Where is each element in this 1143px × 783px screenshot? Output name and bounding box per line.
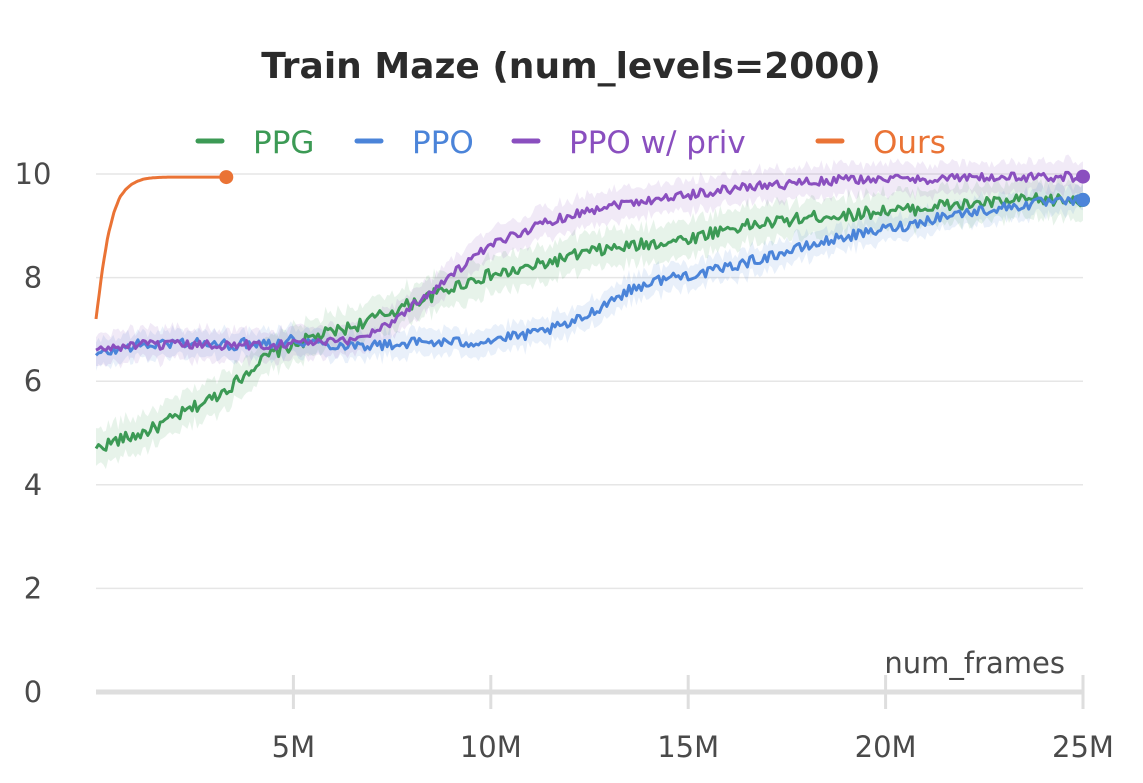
legend-item-ppo-w-priv[interactable]: PPO w/ priv: [511, 125, 746, 161]
end-marker-ppo: [1076, 192, 1090, 207]
y-tick-label-6: 6: [24, 364, 42, 398]
legend-item-ppo[interactable]: PPO: [354, 125, 474, 161]
grid: [96, 173, 1083, 590]
legend-item-ours[interactable]: Ours: [815, 125, 946, 161]
y-tick-label-2: 2: [24, 571, 42, 605]
legend-label-ours: Ours: [873, 125, 946, 161]
y-tick-label-4: 4: [24, 468, 42, 502]
end-marker-ppo-w-priv: [1076, 169, 1090, 184]
x-tick-label-25M: 25M: [1052, 730, 1114, 764]
legend-label-ppo: PPO: [412, 125, 474, 161]
legend-label-ppo-w-priv: PPO w/ priv: [569, 125, 746, 161]
line-ppg: [94, 192, 1085, 452]
band-ppo-w-priv: [96, 154, 1083, 369]
y-tick-label-8: 8: [24, 261, 42, 295]
series-lines: [94, 170, 1085, 452]
x-axis-label: num_frames: [884, 646, 1065, 680]
legend-label-ppg: PPG: [253, 125, 314, 161]
x-tick-label-15M: 15M: [657, 730, 719, 764]
x-tick-label-5M: 5M: [272, 730, 315, 764]
line-ours: [94, 175, 227, 320]
legend: PPG PPO PPO w/ priv Ours: [195, 125, 946, 161]
end-marker-ours: [219, 170, 234, 185]
end-markers: [219, 169, 1090, 207]
x-tick-label-20M: 20M: [855, 730, 917, 764]
x-tick-label-10M: 10M: [460, 730, 522, 764]
band-ppo: [96, 182, 1083, 371]
y-axis: 0 2 4 6 8 10: [15, 157, 52, 709]
chart-title: Train Maze (num_levels=2000): [261, 46, 881, 87]
y-tick-label-0: 0: [24, 675, 42, 709]
legend-item-ppg[interactable]: PPG: [195, 125, 314, 161]
line-ppo-w-priv: [95, 170, 1084, 352]
y-tick-label-10: 10: [15, 157, 52, 191]
x-axis: 5M 10M 15M 20M 25M: [96, 675, 1114, 764]
